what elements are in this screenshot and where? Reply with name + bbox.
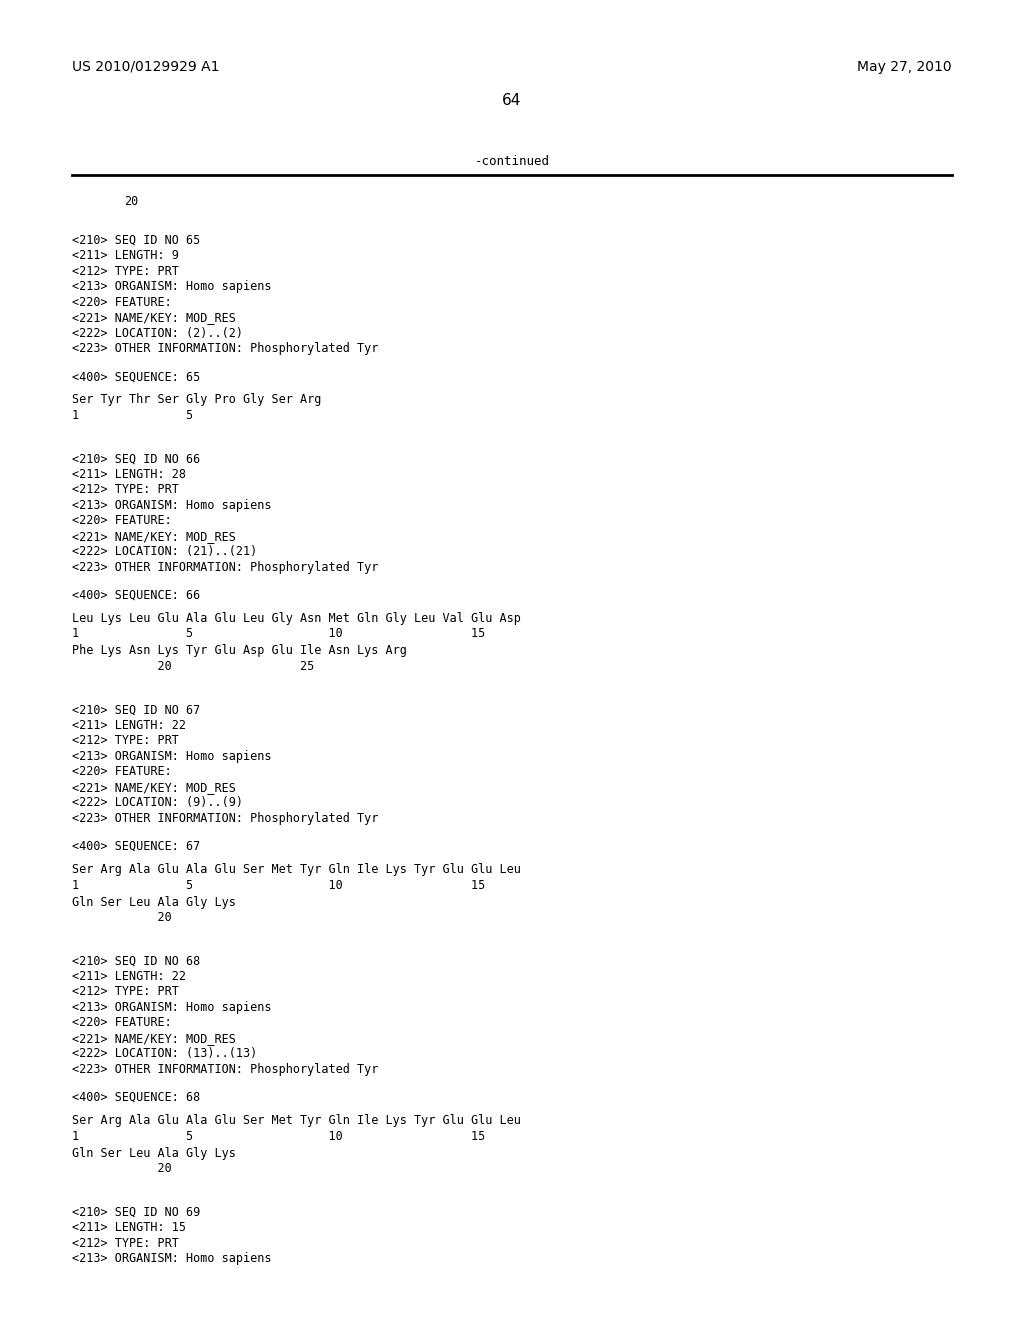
Text: Ser Arg Ala Glu Ala Glu Ser Met Tyr Gln Ile Lys Tyr Glu Glu Leu: Ser Arg Ala Glu Ala Glu Ser Met Tyr Gln … <box>72 1114 521 1127</box>
Text: Ser Arg Ala Glu Ala Glu Ser Met Tyr Gln Ile Lys Tyr Glu Glu Leu: Ser Arg Ala Glu Ala Glu Ser Met Tyr Gln … <box>72 863 521 876</box>
Text: <212> TYPE: PRT: <212> TYPE: PRT <box>72 986 179 998</box>
Text: <213> ORGANISM: Homo sapiens: <213> ORGANISM: Homo sapiens <box>72 280 271 293</box>
Text: 20                  25: 20 25 <box>72 660 314 673</box>
Text: <223> OTHER INFORMATION: Phosphorylated Tyr: <223> OTHER INFORMATION: Phosphorylated … <box>72 342 379 355</box>
Text: <222> LOCATION: (21)..(21): <222> LOCATION: (21)..(21) <box>72 545 257 558</box>
Text: <400> SEQUENCE: 66: <400> SEQUENCE: 66 <box>72 589 201 602</box>
Text: <211> LENGTH: 22: <211> LENGTH: 22 <box>72 719 186 731</box>
Text: Leu Lys Leu Glu Ala Glu Leu Gly Asn Met Gln Gly Leu Val Glu Asp: Leu Lys Leu Glu Ala Glu Leu Gly Asn Met … <box>72 612 521 624</box>
Text: 1               5                   10                  15: 1 5 10 15 <box>72 627 485 640</box>
Text: <212> TYPE: PRT: <212> TYPE: PRT <box>72 483 179 496</box>
Text: <212> TYPE: PRT: <212> TYPE: PRT <box>72 265 179 277</box>
Text: <211> LENGTH: 22: <211> LENGTH: 22 <box>72 970 186 983</box>
Text: Ser Tyr Thr Ser Gly Pro Gly Ser Arg: Ser Tyr Thr Ser Gly Pro Gly Ser Arg <box>72 393 322 407</box>
Text: <213> ORGANISM: Homo sapiens: <213> ORGANISM: Homo sapiens <box>72 1253 271 1265</box>
Text: <210> SEQ ID NO 68: <210> SEQ ID NO 68 <box>72 954 201 968</box>
Text: <400> SEQUENCE: 67: <400> SEQUENCE: 67 <box>72 840 201 853</box>
Text: <210> SEQ ID NO 65: <210> SEQ ID NO 65 <box>72 234 201 247</box>
Text: May 27, 2010: May 27, 2010 <box>857 59 952 74</box>
Text: <223> OTHER INFORMATION: Phosphorylated Tyr: <223> OTHER INFORMATION: Phosphorylated … <box>72 1063 379 1076</box>
Text: 20: 20 <box>72 911 172 924</box>
Text: <221> NAME/KEY: MOD_RES: <221> NAME/KEY: MOD_RES <box>72 529 236 543</box>
Text: 20: 20 <box>124 195 138 209</box>
Text: 1               5: 1 5 <box>72 409 194 422</box>
Text: <213> ORGANISM: Homo sapiens: <213> ORGANISM: Homo sapiens <box>72 750 271 763</box>
Text: <221> NAME/KEY: MOD_RES: <221> NAME/KEY: MOD_RES <box>72 781 236 793</box>
Text: <220> FEATURE:: <220> FEATURE: <box>72 766 172 779</box>
Text: <212> TYPE: PRT: <212> TYPE: PRT <box>72 1237 179 1250</box>
Text: 1               5                   10                  15: 1 5 10 15 <box>72 1130 485 1143</box>
Text: 64: 64 <box>503 92 521 108</box>
Text: <211> LENGTH: 28: <211> LENGTH: 28 <box>72 467 186 480</box>
Text: <211> LENGTH: 9: <211> LENGTH: 9 <box>72 249 179 263</box>
Text: Phe Lys Asn Lys Tyr Glu Asp Glu Ile Asn Lys Arg: Phe Lys Asn Lys Tyr Glu Asp Glu Ile Asn … <box>72 644 407 657</box>
Text: <211> LENGTH: 15: <211> LENGTH: 15 <box>72 1221 186 1234</box>
Text: <223> OTHER INFORMATION: Phosphorylated Tyr: <223> OTHER INFORMATION: Phosphorylated … <box>72 812 379 825</box>
Text: -continued: -continued <box>474 154 550 168</box>
Text: Gln Ser Leu Ala Gly Lys: Gln Ser Leu Ala Gly Lys <box>72 1147 236 1160</box>
Text: 1               5                   10                  15: 1 5 10 15 <box>72 879 485 891</box>
Text: US 2010/0129929 A1: US 2010/0129929 A1 <box>72 59 219 74</box>
Text: <222> LOCATION: (9)..(9): <222> LOCATION: (9)..(9) <box>72 796 243 809</box>
Text: <220> FEATURE:: <220> FEATURE: <box>72 1016 172 1030</box>
Text: <221> NAME/KEY: MOD_RES: <221> NAME/KEY: MOD_RES <box>72 312 236 325</box>
Text: <212> TYPE: PRT: <212> TYPE: PRT <box>72 734 179 747</box>
Text: <210> SEQ ID NO 67: <210> SEQ ID NO 67 <box>72 704 201 717</box>
Text: <400> SEQUENCE: 65: <400> SEQUENCE: 65 <box>72 370 201 383</box>
Text: <210> SEQ ID NO 66: <210> SEQ ID NO 66 <box>72 453 201 465</box>
Text: <210> SEQ ID NO 69: <210> SEQ ID NO 69 <box>72 1205 201 1218</box>
Text: <220> FEATURE:: <220> FEATURE: <box>72 515 172 527</box>
Text: 20: 20 <box>72 1162 172 1175</box>
Text: <213> ORGANISM: Homo sapiens: <213> ORGANISM: Homo sapiens <box>72 499 271 512</box>
Text: <221> NAME/KEY: MOD_RES: <221> NAME/KEY: MOD_RES <box>72 1032 236 1045</box>
Text: <222> LOCATION: (13)..(13): <222> LOCATION: (13)..(13) <box>72 1048 257 1060</box>
Text: <400> SEQUENCE: 68: <400> SEQUENCE: 68 <box>72 1090 201 1104</box>
Text: <213> ORGANISM: Homo sapiens: <213> ORGANISM: Homo sapiens <box>72 1001 271 1014</box>
Text: Gln Ser Leu Ala Gly Lys: Gln Ser Leu Ala Gly Lys <box>72 895 236 908</box>
Text: <222> LOCATION: (2)..(2): <222> LOCATION: (2)..(2) <box>72 327 243 339</box>
Text: <223> OTHER INFORMATION: Phosphorylated Tyr: <223> OTHER INFORMATION: Phosphorylated … <box>72 561 379 574</box>
Text: <220> FEATURE:: <220> FEATURE: <box>72 296 172 309</box>
